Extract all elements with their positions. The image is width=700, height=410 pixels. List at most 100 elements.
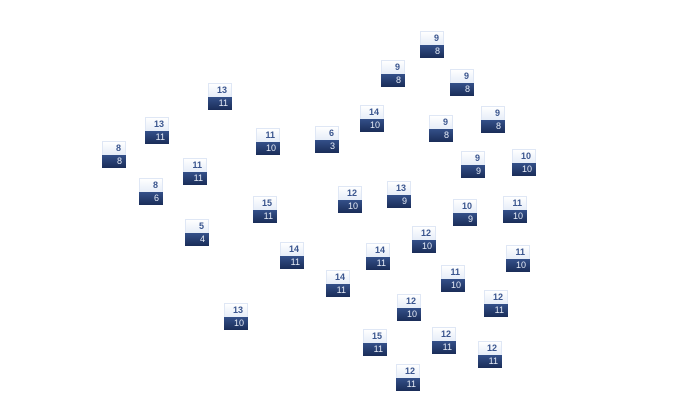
tile[interactable]: 12 11	[478, 341, 502, 368]
tile[interactable]: 12 11	[396, 364, 420, 391]
tile-top-value: 9	[420, 31, 444, 45]
tile-top-value: 12	[484, 290, 508, 304]
tile-bottom-value: 10	[338, 200, 362, 213]
tile-top-value: 14	[360, 105, 384, 119]
tile[interactable]: 11 10	[503, 196, 527, 223]
tile-bottom-value: 6	[139, 192, 163, 205]
tile-bottom-value: 11	[145, 131, 169, 144]
tile-bottom-value: 11	[363, 343, 387, 356]
tile-bottom-value: 10	[512, 163, 536, 176]
tile[interactable]: 10 9	[453, 199, 477, 226]
tile-bottom-value: 11	[366, 257, 390, 270]
tile[interactable]: 12 10	[412, 226, 436, 253]
tile-top-value: 5	[185, 219, 209, 233]
tile-top-value: 9	[461, 151, 485, 165]
tile-top-value: 6	[315, 126, 339, 140]
tile[interactable]: 14 11	[366, 243, 390, 270]
tile-bottom-value: 10	[506, 259, 530, 272]
tile[interactable]: 12 10	[397, 294, 421, 321]
tile-top-value: 15	[253, 196, 277, 210]
tile-top-value: 11	[441, 265, 465, 279]
tile-bottom-value: 11	[208, 97, 232, 110]
tile-bottom-value: 3	[315, 140, 339, 153]
tile-top-value: 14	[366, 243, 390, 257]
tile-bottom-value: 8	[102, 155, 126, 168]
tile-bottom-value: 10	[412, 240, 436, 253]
tile-bottom-value: 10	[503, 210, 527, 223]
tile-bottom-value: 11	[253, 210, 277, 223]
tile-top-value: 15	[363, 329, 387, 343]
tile-bottom-value: 8	[420, 45, 444, 58]
tile-bottom-value: 9	[453, 213, 477, 226]
tile[interactable]: 11 11	[183, 158, 207, 185]
tile-bottom-value: 8	[381, 74, 405, 87]
tile[interactable]: 12 11	[484, 290, 508, 317]
tile-bottom-value: 11	[280, 256, 304, 269]
tile-top-value: 11	[503, 196, 527, 210]
tile-top-value: 9	[429, 115, 453, 129]
tile-top-value: 12	[432, 327, 456, 341]
tile[interactable]: 14 10	[360, 105, 384, 132]
tile[interactable]: 12 10	[338, 186, 362, 213]
tile-top-value: 11	[183, 158, 207, 172]
tile-bottom-value: 11	[432, 341, 456, 354]
tile[interactable]: 13 11	[208, 83, 232, 110]
tile[interactable]: 15 11	[253, 196, 277, 223]
tile[interactable]: 11 10	[506, 245, 530, 272]
tile-bottom-value: 8	[429, 129, 453, 142]
tile-top-value: 12	[412, 226, 436, 240]
tile-bottom-value: 4	[185, 233, 209, 246]
tile-top-value: 13	[224, 303, 248, 317]
tile-bottom-value: 11	[478, 355, 502, 368]
tile-top-value: 8	[102, 141, 126, 155]
tile-top-value: 13	[208, 83, 232, 97]
tile-top-value: 13	[387, 181, 411, 195]
tile-top-value: 12	[338, 186, 362, 200]
tile-top-value: 12	[478, 341, 502, 355]
tile-top-value: 11	[256, 128, 280, 142]
tile-bottom-value: 11	[183, 172, 207, 185]
tile-top-value: 13	[145, 117, 169, 131]
tile[interactable]: 13 10	[224, 303, 248, 330]
tile-top-value: 9	[381, 60, 405, 74]
tile[interactable]: 11 10	[256, 128, 280, 155]
tile-bottom-value: 9	[461, 165, 485, 178]
tile[interactable]: 15 11	[363, 329, 387, 356]
tile-bottom-value: 10	[256, 142, 280, 155]
tile-top-value: 9	[450, 69, 474, 83]
tile-bottom-value: 11	[396, 378, 420, 391]
tile[interactable]: 13 9	[387, 181, 411, 208]
tile-bottom-value: 11	[326, 284, 350, 297]
tile[interactable]: 14 11	[326, 270, 350, 297]
tile-bottom-value: 11	[484, 304, 508, 317]
tile[interactable]: 11 10	[441, 265, 465, 292]
tile-bottom-value: 10	[224, 317, 248, 330]
tile-top-value: 11	[506, 245, 530, 259]
tile-top-value: 14	[326, 270, 350, 284]
tile-bottom-value: 8	[450, 83, 474, 96]
tile-bottom-value: 10	[441, 279, 465, 292]
tile[interactable]: 12 11	[432, 327, 456, 354]
tile-top-value: 14	[280, 242, 304, 256]
tile-top-value: 10	[453, 199, 477, 213]
tile-bottom-value: 9	[387, 195, 411, 208]
tile-top-value: 12	[396, 364, 420, 378]
tile[interactable]: 13 11	[145, 117, 169, 144]
tile-top-value: 12	[397, 294, 421, 308]
tile-bottom-value: 10	[397, 308, 421, 321]
tile-top-value: 10	[512, 149, 536, 163]
tile-bottom-value: 10	[360, 119, 384, 132]
tile[interactable]: 10 10	[512, 149, 536, 176]
tile[interactable]: 14 11	[280, 242, 304, 269]
tile-top-value: 8	[139, 178, 163, 192]
